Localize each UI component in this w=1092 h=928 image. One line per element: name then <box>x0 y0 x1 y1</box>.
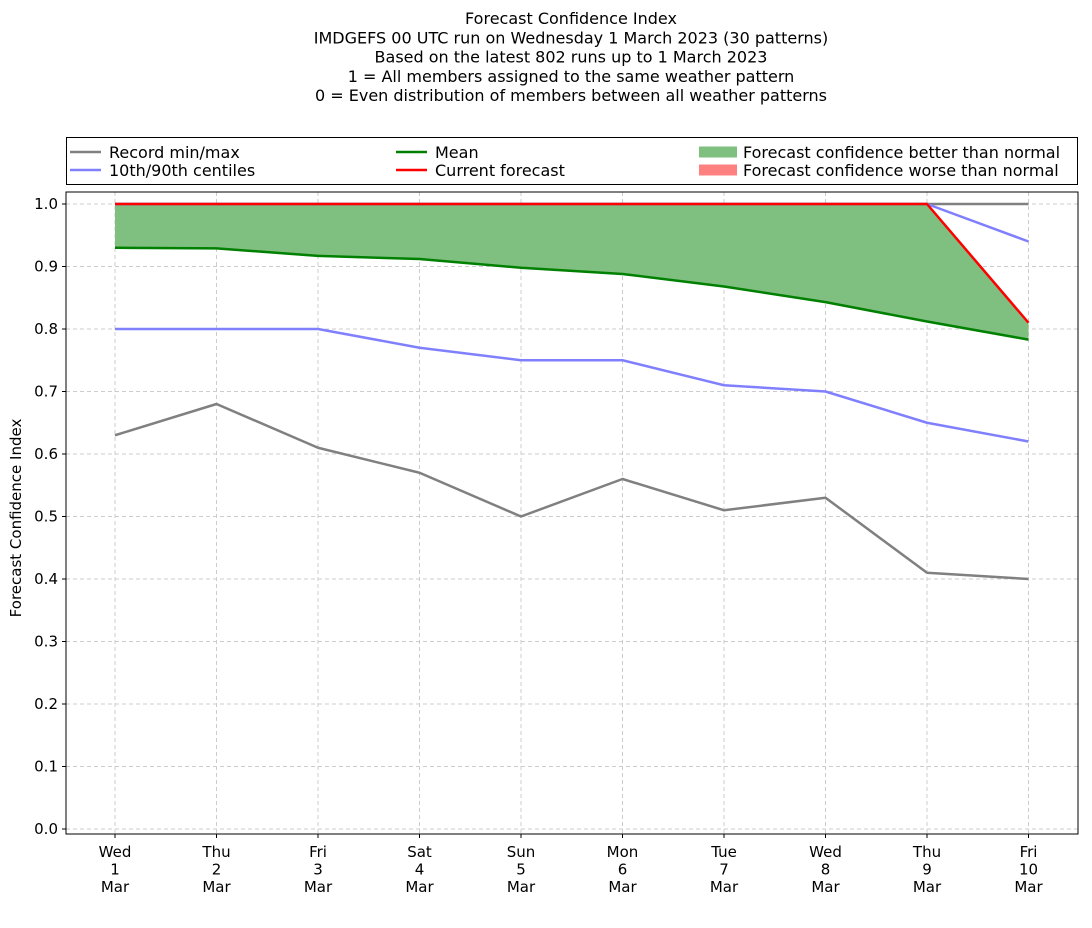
x-tick-label: Wed <box>809 843 842 861</box>
x-tick-label: Mar <box>405 878 434 896</box>
x-tick-label: 3 <box>313 861 323 879</box>
y-tick-label: 0.5 <box>34 508 58 526</box>
x-tick-label: 8 <box>821 861 831 879</box>
y-tick-label: 1.0 <box>34 195 58 213</box>
x-tick-label: 6 <box>618 861 628 879</box>
title-line: 0 = Even distribution of members between… <box>315 86 827 105</box>
fill-better-than-normal <box>115 204 1029 340</box>
x-tick-label: Mon <box>607 843 639 861</box>
x-tick-label: Mar <box>913 878 942 896</box>
y-tick-label: 0.7 <box>34 383 58 401</box>
legend-label: 10th/90th centiles <box>109 161 255 180</box>
legend-label: Forecast confidence worse than normal <box>743 161 1059 180</box>
legend-label: Forecast confidence better than normal <box>743 143 1060 162</box>
x-tick-label: Wed <box>99 843 132 861</box>
legend-swatch <box>699 146 737 158</box>
title-line: Based on the latest 802 runs up to 1 Mar… <box>375 48 768 67</box>
series-line-current <box>115 202 1030 324</box>
y-tick-label: 0.9 <box>34 258 58 276</box>
title-line: IMDGEFS 00 UTC run on Wednesday 1 March … <box>314 28 828 47</box>
legend-label: Record min/max <box>109 143 240 162</box>
legend-frame <box>66 137 1078 185</box>
plot-area <box>66 192 1078 834</box>
x-tick-label: Sat <box>407 843 432 861</box>
x-tick-label: Tue <box>710 843 737 861</box>
y-tick-label: 0.0 <box>34 820 58 838</box>
series-line-record-min <box>114 402 1029 581</box>
title-line: 1 = All members assigned to the same wea… <box>348 67 795 86</box>
x-tick-label: Mar <box>101 878 130 896</box>
x-tick-label: 10 <box>1019 861 1038 879</box>
x-tick-label: 1 <box>110 861 120 879</box>
y-tick-label: 0.6 <box>34 445 58 463</box>
x-tick-label: 2 <box>212 861 222 879</box>
y-tick-label: 0.1 <box>34 758 58 776</box>
x-tick-label: Fri <box>1020 843 1038 861</box>
x-tick-label: Thu <box>912 843 941 861</box>
x-tick-label: Fri <box>309 843 327 861</box>
legend-label: Mean <box>435 143 479 162</box>
x-tick-label: 9 <box>922 861 932 879</box>
y-tick-label: 0.4 <box>34 570 58 588</box>
x-tick-label: 5 <box>516 861 526 879</box>
y-tick-label: 0.3 <box>34 633 58 651</box>
x-tick-label: Mar <box>710 878 739 896</box>
x-tick-label: Sun <box>507 843 536 861</box>
x-tick-label: Mar <box>202 878 231 896</box>
x-tick-label: Mar <box>1014 878 1043 896</box>
axes-frame <box>65 191 1079 835</box>
y-tick-label: 0.8 <box>34 320 58 338</box>
x-tick-label: Mar <box>507 878 536 896</box>
title-line: Forecast Confidence Index <box>465 9 677 28</box>
legend-label: Current forecast <box>435 161 565 180</box>
x-tick-label: 4 <box>415 861 425 879</box>
series-line-p10 <box>115 327 1029 443</box>
x-tick-label: Mar <box>608 878 637 896</box>
y-axis-label: Forecast Confidence Index <box>7 419 25 618</box>
x-tick-label: 7 <box>719 861 729 879</box>
series-line-mean <box>114 246 1029 341</box>
x-tick-label: Mar <box>304 878 333 896</box>
axes: 0.00.10.20.30.40.50.60.70.80.91.0Wed1Mar… <box>34 191 1079 896</box>
x-tick-label: Mar <box>811 878 840 896</box>
legend-swatch <box>699 164 737 176</box>
y-tick-label: 0.2 <box>34 695 58 713</box>
x-tick-label: Thu <box>201 843 230 861</box>
